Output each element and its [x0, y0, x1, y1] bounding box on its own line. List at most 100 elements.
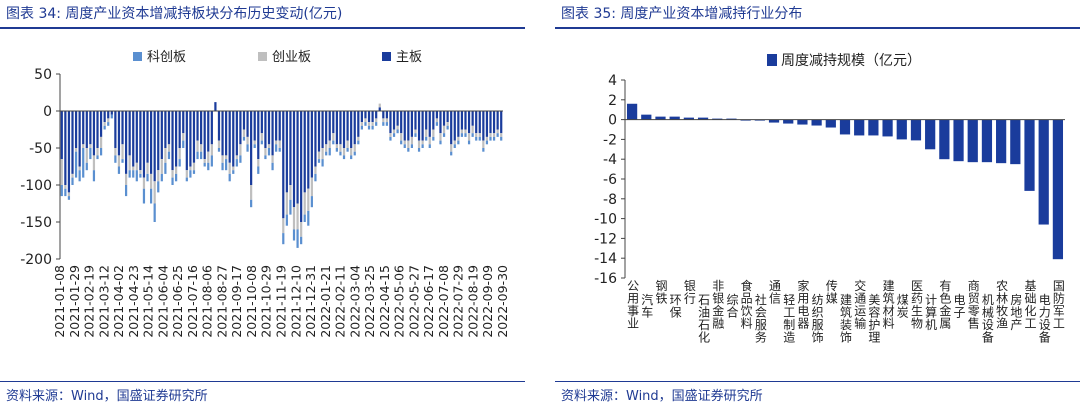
bar-科创板 — [228, 173, 231, 182]
bar-科创板 — [178, 159, 181, 167]
bar-主板 — [153, 111, 156, 182]
bar-科创板 — [332, 140, 335, 145]
y-tick-label: 0 — [43, 104, 52, 120]
category-char: 料 — [883, 317, 895, 331]
bar-创业板 — [232, 166, 235, 171]
bar-创业板 — [453, 140, 456, 145]
bar-主板 — [414, 111, 417, 130]
category-char: 电 — [797, 304, 809, 318]
bar-主板 — [378, 107, 381, 111]
bar-科创板 — [121, 159, 124, 163]
bar-创业板 — [378, 103, 381, 108]
category-label: 轻工制造 — [783, 293, 795, 345]
category-char: 建 — [883, 279, 895, 293]
bar-主板 — [489, 111, 492, 134]
category-char: 械 — [982, 305, 994, 320]
bar-创业板 — [132, 166, 135, 171]
bar-科创板 — [446, 125, 449, 130]
category-char: 信 — [769, 292, 781, 306]
category-char: 理 — [868, 331, 880, 345]
category-char: 公 — [627, 279, 639, 293]
bar-创业板 — [160, 159, 163, 174]
bar-主板 — [107, 111, 110, 119]
bar-科创板 — [475, 136, 478, 141]
bar-industry — [1052, 119, 1064, 260]
bar-主板 — [185, 111, 188, 171]
bar-创业板 — [114, 148, 117, 156]
bar-科创板 — [260, 140, 263, 145]
bar-创业板 — [417, 140, 421, 148]
bar-科创板 — [432, 136, 435, 141]
bar-创业板 — [296, 203, 299, 230]
bar-主板 — [400, 111, 403, 134]
bar-主板 — [432, 111, 435, 130]
y-tick-label: -150 — [20, 215, 52, 231]
bar-主板 — [192, 111, 196, 163]
category-char: 环 — [670, 293, 682, 307]
bar-主板 — [460, 111, 464, 130]
x-tick-label: 2021-03-12 — [96, 265, 111, 338]
bar-主板 — [285, 111, 288, 193]
bar-科创板 — [164, 162, 167, 174]
bar-industry — [854, 119, 865, 136]
bar-主板 — [182, 111, 185, 134]
bar-科创板 — [160, 173, 163, 182]
bar-科创板 — [364, 122, 367, 126]
x-tick-label: 2022-03-04 — [347, 265, 362, 338]
category-char: 纺 — [812, 293, 824, 307]
bar-创业板 — [314, 166, 317, 174]
category-char: 防 — [1053, 291, 1065, 306]
category-char: 织 — [812, 306, 824, 320]
bar-主板 — [332, 111, 335, 134]
category-label: 国防军工 — [1053, 279, 1065, 331]
category-char: 金 — [712, 303, 724, 318]
y-tick-label: -4 — [603, 152, 617, 168]
x-tick-label: 2021-05-14 — [141, 265, 156, 338]
category-label: 综合 — [726, 293, 738, 320]
bar-创业板 — [342, 148, 346, 156]
panel-sector-history: 图表 34: 周度产业资本增减持板块分布历史变动(亿元) 科创板 创业板 主板 50 0… — [0, 0, 525, 410]
bar-主板 — [128, 111, 131, 156]
category-char: 用 — [627, 292, 639, 306]
bar-科创板 — [210, 155, 213, 167]
bar-科创板 — [385, 122, 388, 126]
category-label: 医药生物 — [911, 279, 923, 331]
category-label: 煤炭 — [897, 293, 909, 320]
category-char: 车 — [641, 305, 653, 320]
category-char: 计 — [925, 293, 937, 307]
bar-industry — [626, 103, 638, 120]
bar-科创板 — [78, 170, 81, 182]
y-tick-label: -16 — [594, 271, 617, 287]
bar-科创板 — [321, 159, 324, 167]
bar-科创板 — [157, 181, 160, 193]
bar-主板 — [196, 111, 199, 141]
category-char: 通 — [854, 292, 866, 306]
bar-创业板 — [467, 133, 471, 141]
bar-创业板 — [496, 129, 499, 134]
y-tick-label: -200 — [20, 252, 52, 268]
category-char: 传 — [826, 278, 838, 293]
bar-科创板 — [482, 148, 485, 152]
bar-主板 — [117, 111, 121, 156]
x-tick-label: 2022-05-06 — [392, 265, 407, 338]
category-char: 药 — [911, 292, 923, 306]
bar-科创板 — [410, 144, 414, 148]
category-char: 石 — [698, 318, 710, 332]
bar-创业板 — [142, 177, 146, 189]
bar-主板 — [417, 111, 421, 141]
category-char: 社 — [755, 292, 767, 307]
bar-科创板 — [325, 151, 328, 156]
bar-科创板 — [107, 122, 110, 126]
category-label: 汽车 — [641, 292, 653, 320]
bar-创业板 — [264, 148, 267, 156]
bar-主板 — [300, 111, 303, 222]
bar-科创板 — [153, 203, 156, 222]
category-char: 石 — [698, 293, 710, 307]
bar-主板 — [278, 111, 281, 141]
bar-主板 — [371, 111, 374, 123]
bar-创业板 — [307, 188, 310, 211]
panel-industry-distribution: 图表 35: 周度产业资本增减持行业分布 周度减持规模（亿元） 4 2 0 -2 -4 -6… — [555, 0, 1080, 410]
category-char: 力 — [1039, 306, 1051, 320]
category-char: 美 — [868, 293, 880, 307]
category-char: 汽 — [641, 292, 653, 307]
